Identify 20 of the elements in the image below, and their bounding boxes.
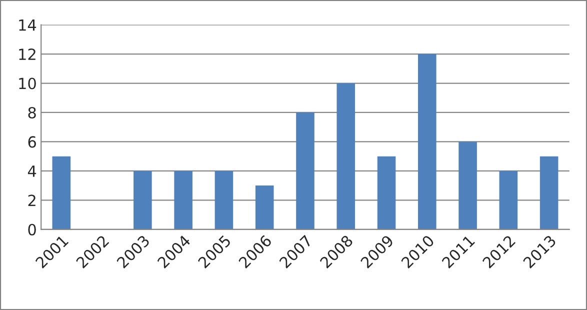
y-tick-label: 8 [28, 106, 36, 119]
y-tick-label: 10 [19, 78, 36, 90]
y-tick-label: 0 [28, 224, 36, 236]
bar [540, 156, 558, 230]
y-tick-label: 4 [28, 166, 36, 177]
bar [214, 170, 234, 230]
y-tick-label: 2 [28, 194, 36, 206]
bar [458, 142, 477, 230]
y-tick-label: 6 [28, 136, 36, 148]
bar [134, 170, 152, 230]
y-tick-label: 14 [19, 19, 36, 31]
bar [174, 170, 192, 230]
bar [296, 112, 314, 230]
bar [499, 170, 518, 230]
bar [418, 54, 436, 230]
bar [336, 83, 356, 230]
y-tick-label: 12 [19, 48, 36, 60]
bar [255, 186, 274, 230]
bar [377, 156, 396, 230]
bar [52, 156, 71, 230]
